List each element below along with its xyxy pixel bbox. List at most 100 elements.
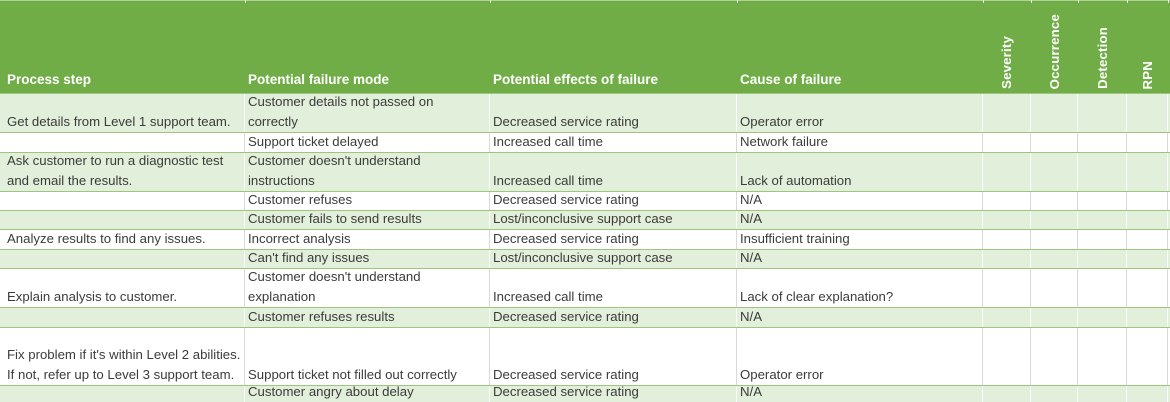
cell-occurrence[interactable]: [1031, 328, 1078, 385]
column-header-detection[interactable]: Detection: [1078, 0, 1127, 93]
cell-effects[interactable]: Increased call time: [490, 269, 737, 307]
cell-occurrence[interactable]: [1031, 192, 1078, 210]
cell-process[interactable]: [0, 308, 245, 327]
cell-effects[interactable]: Increased call time: [490, 153, 737, 191]
cell-severity[interactable]: [983, 211, 1031, 229]
cell-effects[interactable]: Increased call time: [490, 133, 737, 152]
cell-rpn[interactable]: [1127, 211, 1168, 229]
column-header-severity[interactable]: Severity: [983, 0, 1031, 93]
cell-process[interactable]: [0, 386, 245, 402]
column-header-process-step[interactable]: Process step: [7, 71, 92, 87]
cell-cause[interactable]: Lack of automation: [737, 153, 983, 191]
cell-detection[interactable]: [1078, 192, 1127, 210]
cell-rpn[interactable]: [1127, 94, 1168, 132]
cell-cause[interactable]: Network failure: [737, 133, 983, 152]
cell-rpn[interactable]: [1127, 328, 1168, 385]
cell-detection[interactable]: [1078, 133, 1127, 152]
cell-severity[interactable]: [983, 328, 1031, 385]
cell-cause[interactable]: N/A: [737, 192, 983, 210]
cell-occurrence[interactable]: [1031, 211, 1078, 229]
cell-occurrence[interactable]: [1031, 94, 1078, 132]
cell-occurrence[interactable]: [1031, 230, 1078, 249]
cell-effects[interactable]: Decreased service rating: [490, 308, 737, 327]
cell-process[interactable]: Ask customer to run a diagnostic test an…: [0, 153, 245, 191]
cell-failure-mode[interactable]: Customer refuses results: [245, 308, 490, 327]
cell-failure-mode[interactable]: Support ticket not filled out correctly: [245, 328, 490, 385]
cell-failure-mode[interactable]: Customer fails to send results: [245, 211, 490, 229]
cell-rpn[interactable]: [1127, 230, 1168, 249]
column-header-occurrence[interactable]: Occurrence: [1031, 0, 1078, 93]
cell-severity[interactable]: [983, 269, 1031, 307]
cell-occurrence[interactable]: [1031, 308, 1078, 327]
cell-detection[interactable]: [1078, 94, 1127, 132]
cell-cause[interactable]: Lack of clear explanation?: [737, 269, 983, 307]
cell-failure-mode[interactable]: Customer refuses: [245, 192, 490, 210]
cell-occurrence[interactable]: [1031, 250, 1078, 268]
cell-failure-mode[interactable]: Customer details not passed on correctly: [245, 94, 490, 132]
cell-failure-mode[interactable]: Support ticket delayed: [245, 133, 490, 152]
cell-failure-mode[interactable]: Can't find any issues: [245, 250, 490, 268]
cell-rpn[interactable]: [1127, 250, 1168, 268]
cell-cause[interactable]: Operator error: [737, 328, 983, 385]
cell-effects[interactable]: Decreased service rating: [490, 386, 737, 402]
severity-label: Severity: [999, 36, 1015, 89]
cell-process[interactable]: [0, 250, 245, 268]
cell-rpn[interactable]: [1127, 386, 1168, 402]
cell-cause[interactable]: N/A: [737, 308, 983, 327]
cell-cause[interactable]: Operator error: [737, 94, 983, 132]
cell-detection[interactable]: [1078, 211, 1127, 229]
cell-effects[interactable]: Decreased service rating: [490, 230, 737, 249]
cell-detection[interactable]: [1078, 386, 1127, 402]
cell-detection[interactable]: [1078, 308, 1127, 327]
cell-rpn[interactable]: [1127, 308, 1168, 327]
cell-severity[interactable]: [983, 153, 1031, 191]
cell-detection[interactable]: [1078, 153, 1127, 191]
cell-cause[interactable]: N/A: [737, 250, 983, 268]
cell-effects[interactable]: Decreased service rating: [490, 328, 737, 385]
cell-severity[interactable]: [983, 192, 1031, 210]
cell-effects[interactable]: Lost/inconclusive support case: [490, 250, 737, 268]
cell-detection[interactable]: [1078, 250, 1127, 268]
cell-severity[interactable]: [983, 250, 1031, 268]
column-header-potential-failure-mode[interactable]: Potential failure mode: [248, 71, 390, 87]
cell-occurrence[interactable]: [1031, 269, 1078, 307]
table-header-row: Process step Potential failure mode Pote…: [0, 0, 1170, 93]
column-header-potential-effects-of-failure[interactable]: Potential effects of failure: [493, 71, 659, 87]
cell-effects[interactable]: Decreased service rating: [490, 192, 737, 210]
cell-occurrence[interactable]: [1031, 133, 1078, 152]
cell-rpn[interactable]: [1127, 269, 1168, 307]
cell-cause[interactable]: N/A: [737, 211, 983, 229]
cell-detection[interactable]: [1078, 328, 1127, 385]
cell-detection[interactable]: [1078, 269, 1127, 307]
cell-severity[interactable]: [983, 133, 1031, 152]
cell-rpn[interactable]: [1127, 192, 1168, 210]
cell-failure-mode[interactable]: Customer doesn't understand explanation: [245, 269, 490, 307]
cell-process[interactable]: [0, 211, 245, 229]
cell-severity[interactable]: [983, 308, 1031, 327]
cell-process[interactable]: Fix problem if it's within Level 2 abili…: [0, 328, 245, 385]
table-row: Ask customer to run a diagnostic test an…: [0, 152, 1170, 191]
cell-failure-mode[interactable]: Customer doesn't understand instructions: [245, 153, 490, 191]
cell-occurrence[interactable]: [1031, 386, 1078, 402]
cell-severity[interactable]: [983, 386, 1031, 402]
cell-rpn[interactable]: [1127, 133, 1168, 152]
cell-cause[interactable]: N/A: [737, 386, 983, 402]
cell-process[interactable]: [0, 133, 245, 152]
cell-cause[interactable]: Insufficient training: [737, 230, 983, 249]
column-header-cause-of-failure[interactable]: Cause of failure: [740, 71, 842, 87]
occurrence-label: Occurrence: [1046, 13, 1062, 89]
cell-detection[interactable]: [1078, 230, 1127, 249]
cell-rpn[interactable]: [1127, 153, 1168, 191]
cell-occurrence[interactable]: [1031, 153, 1078, 191]
column-header-rpn[interactable]: RPN: [1127, 0, 1168, 93]
cell-process[interactable]: Explain analysis to customer.: [0, 269, 245, 307]
cell-process[interactable]: Analyze results to find any issues.: [0, 230, 245, 249]
cell-process[interactable]: [0, 192, 245, 210]
cell-failure-mode[interactable]: Customer angry about delay: [245, 386, 490, 402]
cell-effects[interactable]: Decreased service rating: [490, 94, 737, 132]
cell-failure-mode[interactable]: Incorrect analysis: [245, 230, 490, 249]
cell-effects[interactable]: Lost/inconclusive support case: [490, 211, 737, 229]
cell-severity[interactable]: [983, 230, 1031, 249]
cell-process[interactable]: Get details from Level 1 support team.: [0, 94, 245, 132]
cell-severity[interactable]: [983, 94, 1031, 132]
